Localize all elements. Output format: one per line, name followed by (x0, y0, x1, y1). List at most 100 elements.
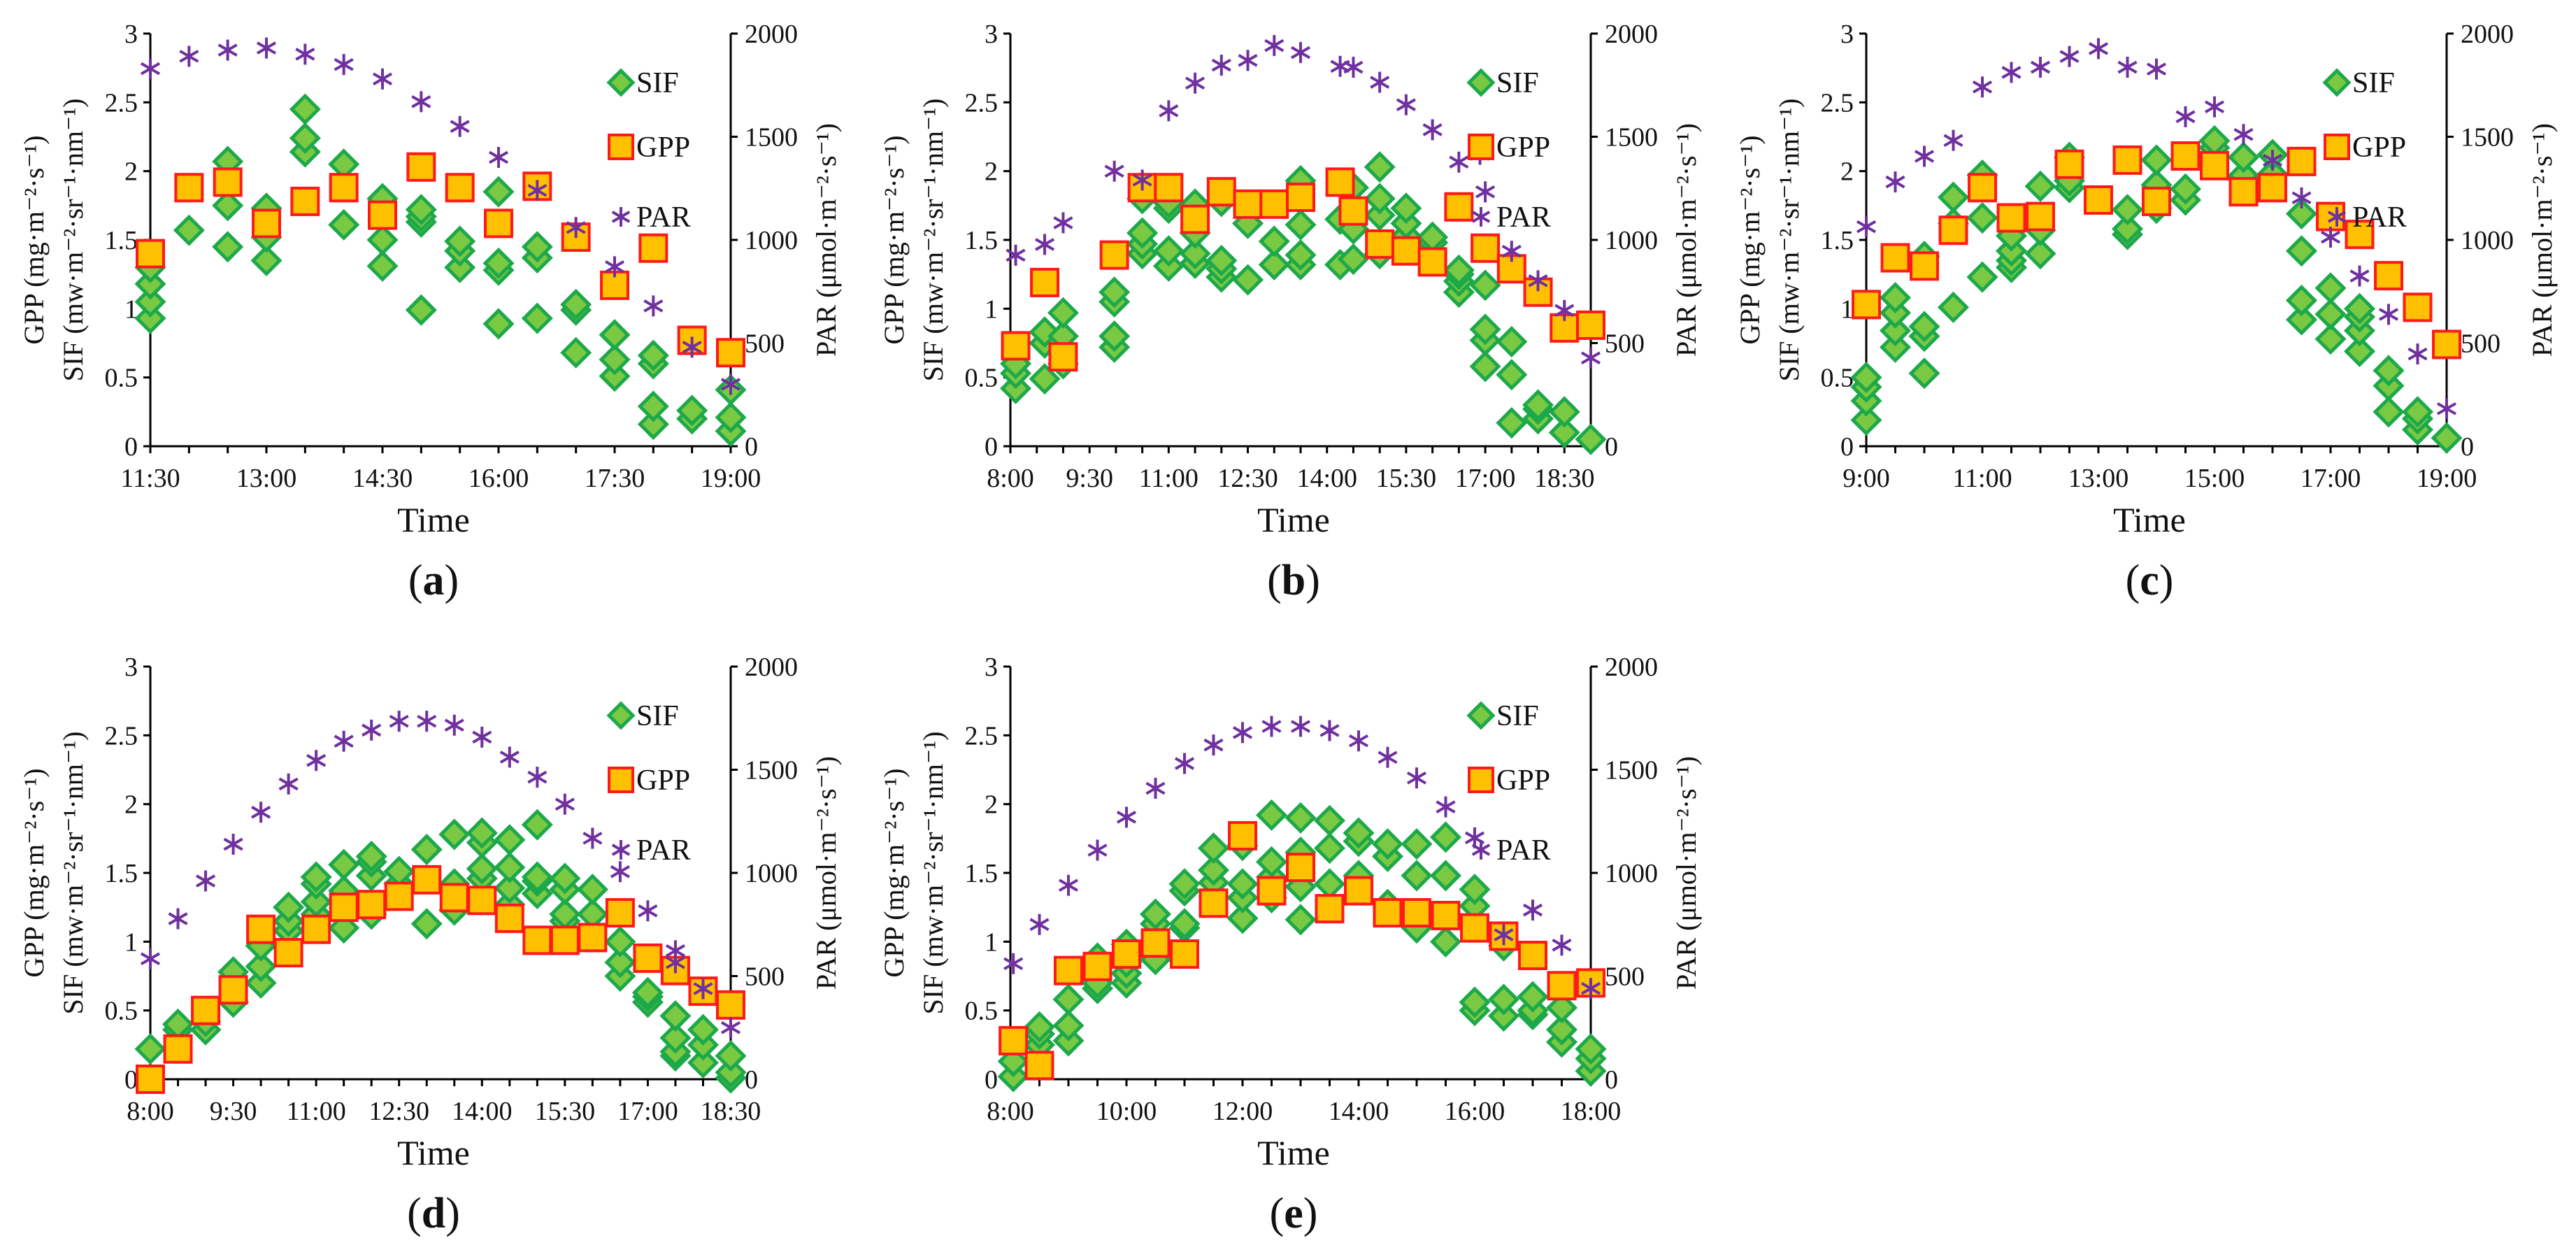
gpp-point (1373, 898, 1403, 928)
sif-point (1232, 264, 1264, 296)
gpp-point (384, 881, 414, 911)
chart-d: 0 0.5 1 1.5 2 2.5 3 0 500 1000 1500 2000 8:00 9:30 11:… (18, 653, 842, 1237)
sif-point (637, 408, 669, 441)
par-point (720, 1017, 741, 1039)
gpp-point (1471, 233, 1501, 263)
sif-point (1226, 902, 1259, 934)
y2-tick-label: 2000 (1605, 20, 1658, 49)
sif-point (1168, 908, 1201, 940)
legend-sif-marker (1466, 68, 1496, 97)
gpp-point (1180, 204, 1210, 234)
series-par (140, 711, 741, 1039)
sif-point (1099, 276, 1131, 308)
series-par (1003, 716, 1601, 1000)
x-axis-title: Time (1257, 500, 1330, 539)
x-tick-label: 17:00 (1455, 464, 1516, 493)
par-point (2146, 58, 2167, 80)
panel-label-close-paren: ) (2159, 557, 2174, 604)
legend-gpp-marker (1468, 767, 1494, 793)
y-tick-label: 2.5 (965, 88, 999, 118)
y2-tick-label: 1500 (745, 123, 798, 152)
panel-label-open-paren: ( (407, 1190, 422, 1237)
sif-point (659, 1000, 692, 1032)
panel-d: 0 0.5 1 1.5 2 2.5 3 0 500 1000 1500 2000 8:00 9:30 11:… (0, 633, 860, 1249)
par-point (2262, 150, 2283, 171)
gpp-point (246, 914, 276, 944)
y-tick-label: 0.5 (1821, 364, 1854, 393)
par-point (566, 217, 586, 239)
gpp-point (578, 923, 608, 953)
par-point (1396, 94, 1416, 115)
par-point (1436, 796, 1456, 818)
y-tick-label: 2.5 (1821, 88, 1854, 118)
y-tick-label: 2 (124, 790, 138, 820)
par-point (1319, 720, 1340, 741)
par-point (665, 952, 685, 974)
sif-point (2285, 198, 2318, 230)
par-point (1006, 244, 1026, 266)
sif-point (1258, 248, 1290, 280)
x-tick-label: 15:00 (2184, 464, 2245, 493)
sif-point (1401, 828, 1433, 860)
panel-label-letter: a (423, 557, 445, 604)
par-point (2349, 265, 2370, 287)
par-point (2436, 398, 2457, 420)
gpp-point (2345, 220, 2375, 250)
legend: SIF GPP PAR (1466, 67, 1551, 234)
y2-tick-label: 500 (1605, 329, 1645, 359)
x-tick-label: 12:00 (1212, 1097, 1273, 1126)
gpp-point (1198, 888, 1229, 918)
gpp-point (1968, 173, 1997, 203)
y2-tick-label: 1500 (745, 756, 798, 785)
par-point (1330, 55, 1350, 77)
par-point (278, 773, 299, 795)
sif-point (2373, 355, 2405, 387)
par-point (1029, 913, 1050, 935)
x-tick-label: 11:30 (120, 464, 180, 493)
par-point (1104, 160, 1124, 182)
sif-point (1966, 261, 1998, 293)
sif-point (1879, 315, 1912, 347)
x-tick-label: 14:30 (352, 464, 413, 493)
gpp-point (716, 338, 745, 368)
sif-point (1545, 992, 1578, 1024)
legend-sif-label: SIF (636, 67, 679, 99)
gpp-point (467, 885, 497, 916)
series-par (1856, 38, 2457, 420)
legend-par-marker (1471, 840, 1491, 860)
gpp-point (2287, 146, 2317, 176)
par-point (1003, 953, 1024, 974)
sif-point (521, 231, 553, 263)
sif-point (2343, 335, 2376, 367)
panel-label-open-paren: ( (408, 557, 423, 604)
x-tick-label: 11:00 (1952, 464, 2012, 493)
par-point (2001, 62, 2022, 83)
par-point (1159, 100, 1179, 122)
x-tick-label: 13:00 (2068, 464, 2129, 493)
par-point (1185, 72, 1205, 94)
gpp-point (1054, 955, 1083, 986)
y-tick-label: 3 (985, 20, 998, 49)
sif-point (366, 224, 399, 256)
gpp-point (1402, 898, 1431, 928)
legend-gpp-marker (608, 767, 634, 793)
series-gpp (136, 865, 745, 1094)
par-point (334, 730, 354, 752)
sif-point (1522, 389, 1554, 421)
par-point (638, 900, 658, 922)
y2-tick-label: 500 (745, 962, 785, 992)
sif-point (1459, 986, 1491, 1018)
sif-point (134, 268, 166, 300)
sif-point (1459, 874, 1491, 906)
gpp-point (191, 995, 221, 1025)
sif-point (134, 302, 166, 334)
y-tick-label: 0.5 (965, 364, 999, 393)
sif-point (1443, 254, 1475, 286)
gpp-point (2142, 186, 2171, 216)
y-tick-label: 0.5 (105, 997, 138, 1026)
sif-point (560, 336, 592, 369)
par-point (1290, 42, 1311, 64)
sif-point (1139, 898, 1172, 930)
sif-point (328, 208, 360, 241)
gpp-point (1938, 215, 1968, 246)
